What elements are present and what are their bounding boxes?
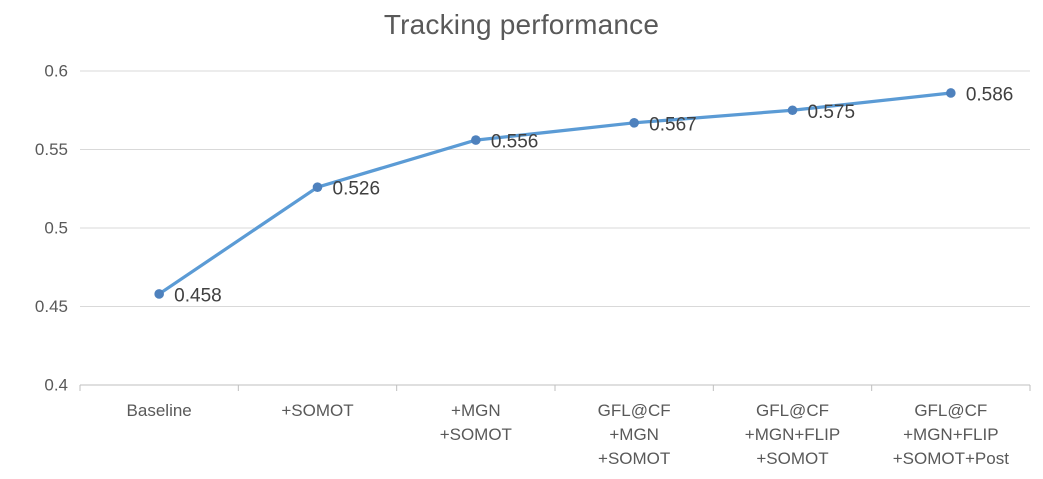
data-point-label: 0.567 — [649, 114, 697, 135]
data-point-label: 0.458 — [174, 285, 222, 306]
data-point-label: 0.526 — [333, 179, 381, 200]
data-point-marker — [154, 289, 164, 299]
y-axis-tick-label: 0.45 — [35, 297, 68, 316]
y-axis-tick-label: 0.55 — [35, 140, 68, 159]
data-point-label: 0.575 — [808, 102, 856, 123]
data-point-label: 0.586 — [966, 84, 1014, 105]
x-axis-category-label: GFL@CF +MGN+FLIP +SOMOT — [745, 401, 840, 468]
x-axis-category-label: +MGN +SOMOT — [440, 401, 512, 444]
series-line — [157, 91, 953, 296]
x-axis-category-label: Baseline — [127, 401, 192, 420]
x-axis-category-label: GFL@CF +MGN+FLIP +SOMOT+Post — [893, 401, 1009, 468]
data-point-marker — [787, 105, 798, 116]
data-point-marker — [946, 88, 956, 98]
data-point-label: 0.556 — [491, 132, 539, 153]
x-axis-category-label: GFL@CF +MGN +SOMOT — [598, 401, 671, 468]
data-point-marker — [629, 118, 639, 128]
x-axis-category-label: +SOMOT — [281, 401, 353, 420]
y-axis-tick-label: 0.6 — [44, 62, 68, 81]
data-point-marker — [312, 182, 323, 192]
y-axis-tick-label: 0.5 — [44, 219, 68, 238]
data-point-marker — [471, 135, 481, 145]
chart-title: Tracking performance — [383, 9, 660, 40]
y-axis-tick-label: 0.4 — [44, 376, 68, 395]
